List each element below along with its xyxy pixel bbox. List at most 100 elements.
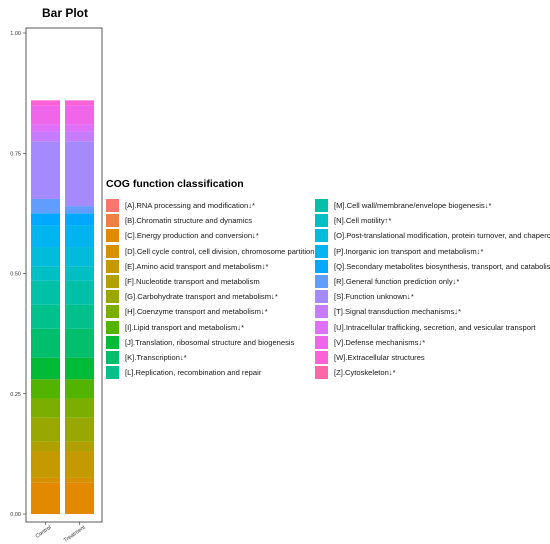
- legend-item: [P].Inorganic ion transport and metaboli…: [315, 244, 484, 258]
- bar-segment-treatment-13: [65, 266, 94, 281]
- legend-swatch: [106, 229, 119, 243]
- legend-label: [R].General function prediction only↓*: [334, 277, 460, 286]
- legend-item: [K].Transcription↓*: [106, 351, 187, 364]
- bar-segment-treatment-12: [65, 280, 94, 305]
- bar-segment-control-16: [31, 213, 60, 226]
- bar-segment-control-8: [31, 379, 60, 399]
- legend-item: [D].Cell cycle control, cell division, c…: [106, 244, 325, 258]
- legend-swatch: [315, 214, 328, 228]
- legend-swatch: [315, 366, 328, 380]
- bar-segment-treatment-19: [65, 131, 94, 142]
- legend-swatch: [106, 244, 119, 258]
- bar-segment-treatment-22: [65, 100, 94, 106]
- legend-swatch: [106, 259, 119, 273]
- bar-segment-treatment-10: [65, 328, 94, 358]
- bar-segment-control-6: [31, 417, 60, 442]
- bar-segment-control-5: [31, 441, 60, 452]
- legend-item: [O].Post-translational modification, pro…: [315, 229, 550, 243]
- y-axis: 0.00 0.25 0.50 0.75 1.00: [10, 31, 26, 518]
- legend-label: [W].Extracellular structures: [334, 353, 425, 362]
- legend-swatch: [106, 290, 119, 304]
- legend-label: [T].Signal transduction mechanisms↓*: [334, 307, 462, 317]
- bar-segment-treatment-8: [65, 379, 94, 399]
- legend-swatch: [106, 335, 119, 349]
- legend-swatch: [315, 199, 328, 212]
- legend-swatch: [106, 351, 119, 364]
- chart-title: Bar Plot: [42, 6, 89, 20]
- legend-label: [V].Defense mechanisms↓*: [334, 337, 426, 347]
- legend-title: COG function classification: [106, 178, 244, 190]
- legend-item: [G].Carbohydrate transport and metabolis…: [106, 290, 278, 304]
- legend-item: [Q].Secondary metabolites biosynthesis, …: [315, 259, 550, 273]
- bar-segment-treatment-4: [65, 451, 94, 478]
- legend-swatch: [106, 214, 119, 228]
- legend-label: [P].Inorganic ion transport and metaboli…: [334, 246, 484, 256]
- legend-label: [H].Coenzyme transport and metabolism↓*: [125, 307, 268, 317]
- bar-segment-control-21: [31, 105, 60, 125]
- y-tick-label: 0.75: [10, 151, 21, 157]
- bar-segment-treatment-20: [65, 124, 94, 132]
- y-tick-label: 0.25: [10, 392, 21, 398]
- legend-item: [J].Translation, ribosomal structure and…: [106, 335, 295, 349]
- legend-label: [Q].Secondary metabolites biosynthesis, …: [334, 261, 550, 271]
- legend-label: [C].Energy production and conversion↓*: [125, 231, 259, 241]
- bar-segment-treatment-9: [65, 357, 94, 380]
- bar-segment-treatment-11: [65, 304, 94, 329]
- legend-label: [G].Carbohydrate transport and metabolis…: [125, 292, 278, 302]
- legend-label: [A].RNA processing and modification↓*: [125, 201, 256, 210]
- legend-item: [N].Cell motility↑*: [315, 214, 392, 228]
- legend-swatch: [106, 320, 119, 334]
- legend-swatch: [106, 199, 119, 212]
- bar-segment-treatment-6: [65, 417, 94, 442]
- bar-segment-control-2: [31, 482, 60, 514]
- legend-label: [U].Intracellular trafficking, secretion…: [334, 322, 536, 332]
- legend-label: [Z].Cytoskeleton↓*: [334, 368, 396, 378]
- legend-swatch: [106, 275, 119, 288]
- bar-segment-control-10: [31, 328, 60, 358]
- legend-swatch: [315, 229, 328, 243]
- legend-item: [W].Extracellular structures: [315, 351, 425, 364]
- bar-segment-control-20: [31, 124, 60, 132]
- bar-segment-control-17: [31, 198, 60, 214]
- bar-segment-control-18: [31, 141, 60, 199]
- legend-item: [M].Cell wall/membrane/envelope biogenes…: [315, 199, 491, 212]
- legend-item: [H].Coenzyme transport and metabolism↓*: [106, 305, 268, 319]
- bar-segment-control-3: [31, 477, 60, 483]
- y-tick-label: 1.00: [10, 31, 21, 37]
- bar-segment-control-9: [31, 357, 60, 380]
- legend-swatch: [315, 351, 328, 364]
- bar-segment-control-12: [31, 280, 60, 305]
- legend-item: [F].Nucleotide transport and metabolism: [106, 275, 260, 288]
- legend-item: [Z].Cytoskeleton↓*: [315, 366, 396, 380]
- legend-swatch: [315, 259, 328, 273]
- legend-label: [N].Cell motility↑*: [334, 216, 392, 226]
- y-tick-label: 0.00: [10, 512, 21, 518]
- legend-item: [V].Defense mechanisms↓*: [315, 335, 426, 349]
- bar-segment-control-22: [31, 100, 60, 106]
- bar-segment-treatment-17: [65, 206, 94, 214]
- legend-label: [J].Translation, ribosomal structure and…: [125, 337, 295, 347]
- legend-item: [A].RNA processing and modification↓*: [106, 199, 255, 212]
- bar-segment-control-7: [31, 398, 60, 418]
- legend-swatch: [315, 335, 328, 349]
- legend-item: [U].Intracellular trafficking, secretion…: [315, 320, 536, 334]
- legend-label: [M].Cell wall/membrane/envelope biogenes…: [334, 201, 492, 210]
- legend-item: [I].Lipid transport and metabolism↓*: [106, 320, 244, 334]
- legend-item: [T].Signal transduction mechanisms↓*: [315, 305, 462, 319]
- legend-label: [K].Transcription↓*: [125, 353, 187, 362]
- legend-swatch: [315, 275, 328, 288]
- bars-group: [31, 100, 94, 514]
- legend-item: [S].Function unknown↓*: [315, 290, 414, 304]
- legend-label: [E].Amino acid transport and metabolism↓…: [125, 261, 269, 271]
- legend-swatch: [106, 305, 119, 319]
- bar-segment-control-14: [31, 247, 60, 267]
- legend-item: [C].Energy production and conversion↓*: [106, 229, 259, 243]
- bar-segment-control-13: [31, 266, 60, 281]
- legend-item: [B].Chromatin structure and dynamics: [106, 214, 252, 228]
- legend-label: [L].Replication, recombination and repai…: [125, 368, 262, 378]
- legend-item: [R].General function prediction only↓*: [315, 275, 459, 288]
- legend-label: [O].Post-translational modification, pro…: [334, 231, 550, 241]
- legend-label: [F].Nucleotide transport and metabolism: [125, 277, 260, 286]
